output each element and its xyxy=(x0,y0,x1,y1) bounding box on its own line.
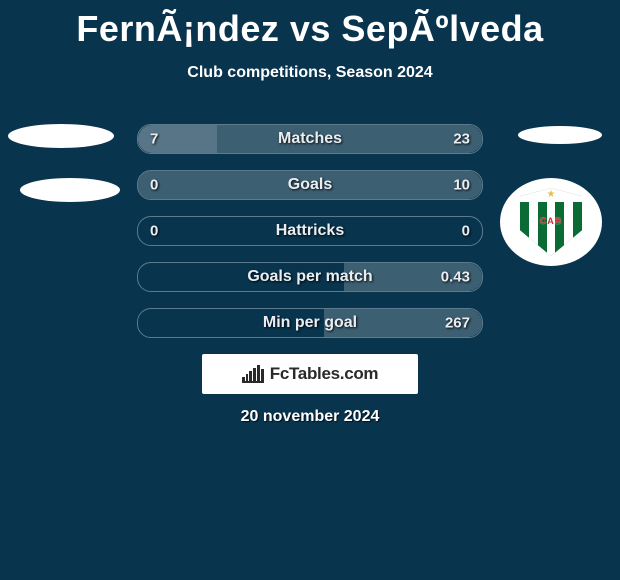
stat-label: Hattricks xyxy=(138,222,482,240)
club-shield: ★ CAB xyxy=(520,188,582,256)
player-left-avatar-top xyxy=(8,124,114,148)
stat-row: 7Matches23 xyxy=(137,124,483,154)
stat-value-left: 7 xyxy=(150,131,158,148)
stat-row: 0Goals10 xyxy=(137,170,483,200)
player-right-avatar-top xyxy=(518,126,602,144)
page-subtitle: Club competitions, Season 2024 xyxy=(0,64,620,82)
stat-row: 0Hattricks0 xyxy=(137,216,483,246)
barchart-icon xyxy=(242,365,264,383)
stat-value-right: 267 xyxy=(445,315,470,332)
stats-panel: 7Matches230Goals100Hattricks0Goals per m… xyxy=(137,124,483,354)
stat-value-right: 0 xyxy=(462,223,470,240)
page-title: FernÃ¡ndez vs SepÃºlveda xyxy=(0,0,620,50)
club-badge-right: ★ CAB xyxy=(500,178,602,266)
stat-value-left: 0 xyxy=(150,177,158,194)
player-left-avatar-bottom xyxy=(20,178,120,202)
brand-text: FcTables.com xyxy=(270,364,379,384)
star-icon: ★ xyxy=(547,190,556,200)
club-letters: CAB xyxy=(520,216,582,226)
stat-fill-right xyxy=(217,125,482,153)
brand-box[interactable]: FcTables.com xyxy=(202,354,418,394)
stat-row: Goals per match0.43 xyxy=(137,262,483,292)
stat-value-right: 23 xyxy=(453,131,470,148)
stat-value-right: 10 xyxy=(453,177,470,194)
stat-fill-right xyxy=(138,171,482,199)
stat-row: Min per goal267 xyxy=(137,308,483,338)
date-line: 20 november 2024 xyxy=(0,408,620,426)
stat-value-right: 0.43 xyxy=(441,269,470,286)
stat-value-left: 0 xyxy=(150,223,158,240)
